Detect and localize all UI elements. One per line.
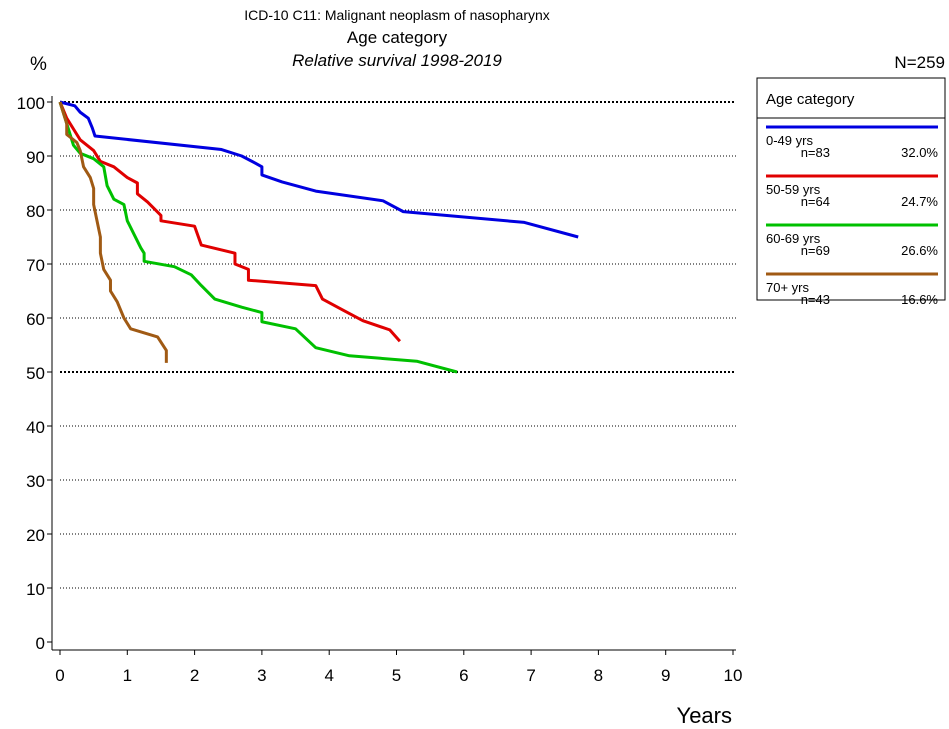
y-tick-label: 90 [26, 148, 45, 167]
x-tick-label: 3 [257, 666, 266, 685]
legend-box [756, 77, 946, 301]
x-axis-label: Years [677, 703, 732, 728]
x-tick-label: 10 [724, 666, 743, 685]
chart-caption: Relative survival 1998-2019 [292, 51, 502, 70]
survival-line [58, 101, 458, 374]
survival-line [59, 100, 579, 239]
legend-name: 60-69 yrs [766, 231, 821, 246]
y-tick-label: 50 [26, 364, 45, 383]
x-tick-label: 5 [392, 666, 401, 685]
survival-line [58, 101, 401, 343]
legend-name: 0-49 yrs [766, 133, 813, 148]
x-tick-label: 0 [55, 666, 64, 685]
chart-title: ICD-10 C11: Malignant neoplasm of nasoph… [244, 7, 550, 23]
y-axis-label: % [30, 54, 47, 75]
legend-n: n=43 [801, 292, 830, 307]
y-tick-label: 80 [26, 202, 45, 221]
x-tick-label: 7 [526, 666, 535, 685]
x-tick-label: 9 [661, 666, 670, 685]
y-tick-label: 0 [36, 634, 45, 653]
legend-share: 24.7% [901, 194, 938, 209]
total-label: N=259 [894, 53, 945, 72]
legend-name: 50-59 yrs [766, 182, 821, 197]
y-tick-label: 60 [26, 310, 45, 329]
y-tick-label: 70 [26, 256, 45, 275]
survival-line [58, 101, 168, 363]
x-tick-label: 8 [594, 666, 603, 685]
legend-name: 70+ yrs [766, 280, 809, 295]
legend-n: n=69 [801, 243, 830, 258]
legend-share: 16.6% [901, 292, 938, 307]
y-tick-label: 100 [17, 94, 45, 113]
legend-title: Age category [766, 91, 855, 108]
x-tick-label: 2 [190, 666, 199, 685]
x-tick-label: 4 [324, 666, 333, 685]
chart-subtitle: Age category [347, 28, 448, 47]
y-tick-label: 10 [26, 580, 45, 599]
legend-share: 32.0% [901, 145, 938, 160]
x-tick-label: 6 [459, 666, 468, 685]
y-tick-label: 40 [26, 418, 45, 437]
y-tick-label: 30 [26, 472, 45, 491]
legend-share: 26.6% [901, 243, 938, 258]
legend-n: n=83 [801, 145, 830, 160]
y-tick-label: 20 [26, 526, 45, 545]
legend-n: n=64 [801, 194, 830, 209]
x-tick-label: 1 [123, 666, 132, 685]
